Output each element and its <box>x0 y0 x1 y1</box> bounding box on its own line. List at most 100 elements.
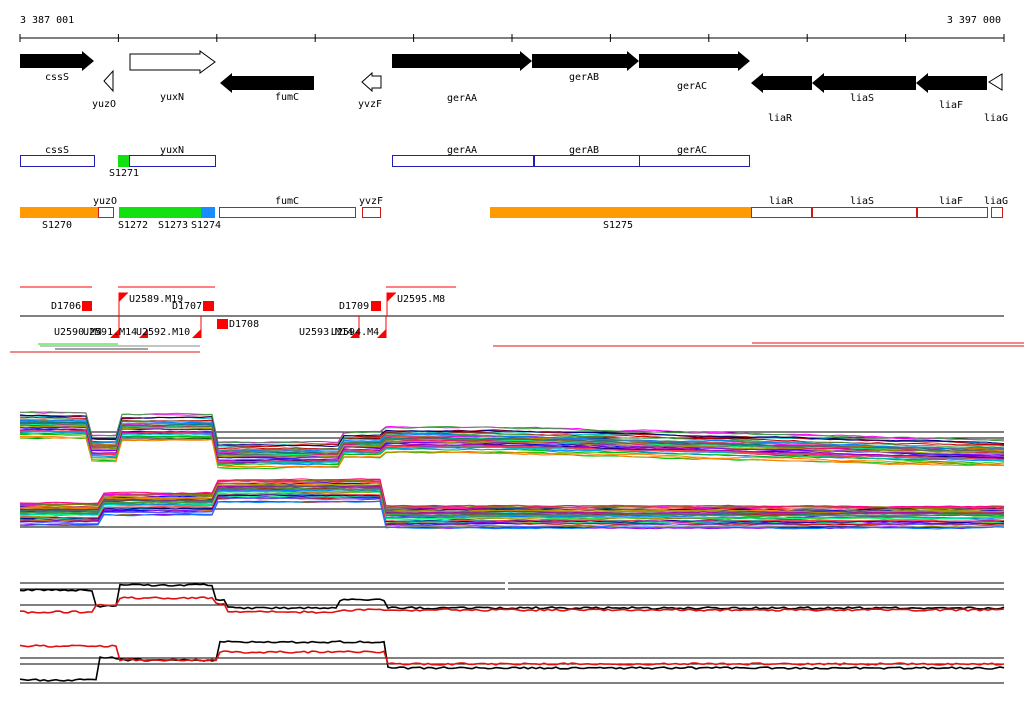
promoter-U2591[interactable] <box>110 329 119 338</box>
profile-line <box>19 425 1005 458</box>
gene-label-gerAA: gerAA <box>447 93 477 104</box>
operon-label-cssS: cssS <box>45 145 69 156</box>
ruler-end-label: 3 397 000 <box>947 15 1001 26</box>
profile-line <box>19 414 1005 448</box>
operon-label-gerAB: gerAB <box>569 145 599 156</box>
unit-label-yuzO: yuzO <box>93 196 117 207</box>
unit-S1272-S1273[interactable] <box>119 207 201 218</box>
site-D1707[interactable] <box>203 301 214 311</box>
gene-yuzO-arrow[interactable] <box>103 69 114 93</box>
reg-label-U2589: U2589.M19 <box>129 294 183 305</box>
profile-line <box>19 500 1005 530</box>
unit-S1275[interactable] <box>490 207 751 218</box>
gene-track: cssS yuzO yuxN fumC yvzF gerAA gerAB ger… <box>20 50 1008 124</box>
gene-liaR-arrow[interactable] <box>751 73 812 93</box>
summary2-profile-red <box>19 644 1005 666</box>
unit-label-S1275: S1275 <box>603 220 633 231</box>
unit-yuzO[interactable] <box>98 207 114 218</box>
profile-line <box>19 497 1005 528</box>
operon-label-gerAA: gerAA <box>447 145 477 156</box>
operon-marker-S1271[interactable] <box>118 155 130 167</box>
gene-label-yvzF: yvzF <box>358 99 382 110</box>
profile-line <box>19 422 1005 456</box>
gene-label-gerAC: gerAC <box>677 81 707 92</box>
unit-label-yvzF: yvzF <box>359 196 383 207</box>
unit-liaG[interactable] <box>991 207 1003 218</box>
reg-label-U2595: U2595.M8 <box>397 294 445 305</box>
unit-yvzF[interactable] <box>362 207 381 218</box>
profile-line <box>19 482 1005 512</box>
reg-label-D1706: D1706 <box>51 301 81 312</box>
profile-line <box>19 435 1005 469</box>
coordinate-ruler: 3 387 001 3 397 000 <box>19 15 1005 42</box>
gene-cssS-arrow[interactable] <box>20 51 94 71</box>
profile-line <box>19 436 1005 469</box>
gene-label-liaG: liaG <box>984 113 1008 124</box>
profile-line <box>19 485 1005 515</box>
promoter-U2594[interactable] <box>377 329 386 338</box>
gene-label-cssS: cssS <box>45 72 69 83</box>
operon-label-gerAC: gerAC <box>677 145 707 156</box>
promoter-U2592[interactable] <box>139 329 148 338</box>
operon-gerAC[interactable] <box>639 155 750 167</box>
unit-label-S1272: S1272 <box>118 220 148 231</box>
operon-marker-label: S1271 <box>109 168 139 179</box>
operon-track: cssS yuxN gerAA gerAB gerAC S1271 <box>20 145 750 179</box>
reg-label-U2594: U2594.M4 <box>331 327 379 338</box>
profile-line <box>19 486 1005 516</box>
gene-label-liaF: liaF <box>939 100 963 111</box>
ruler-ticks <box>19 34 1005 42</box>
operon-gerAB[interactable] <box>534 155 640 167</box>
gene-label-yuxN: yuxN <box>160 92 184 103</box>
profile-line <box>20 411 1005 445</box>
panel1-profiles <box>19 411 1005 470</box>
promoter-U2589-flag <box>119 293 128 302</box>
unit-liaS[interactable] <box>812 207 917 218</box>
operon-gerAA[interactable] <box>392 155 534 167</box>
gene-yuxN-arrow[interactable] <box>129 50 216 74</box>
gene-liaS-arrow[interactable] <box>812 73 916 93</box>
expression-panel-1 <box>19 411 1005 470</box>
unit-liaR[interactable] <box>751 207 812 218</box>
expression-panel-2 <box>19 478 1005 530</box>
gene-liaF-arrow[interactable] <box>916 73 987 93</box>
gene-gerAC-arrow[interactable] <box>639 51 750 71</box>
unit-label-S1273: S1273 <box>158 220 188 231</box>
profile-line <box>20 419 1005 452</box>
reg-label-D1709: D1709 <box>339 301 369 312</box>
operon-yuxN[interactable] <box>129 155 216 167</box>
gene-gerAB-arrow[interactable] <box>532 51 639 71</box>
gene-fumC-arrow[interactable] <box>220 73 314 93</box>
profile-line <box>19 428 1005 462</box>
unit-label-liaG: liaG <box>984 196 1008 207</box>
summary1-profile-red <box>20 596 1005 614</box>
unit-label-liaF: liaF <box>939 196 963 207</box>
reg-label-U2590: U2590.M4 <box>54 327 102 338</box>
unit-liaF[interactable] <box>917 207 988 218</box>
promoter-U2593[interactable] <box>350 329 359 338</box>
profile-line <box>20 433 1005 466</box>
unit-S1270[interactable] <box>20 207 98 218</box>
profile-line <box>19 487 1005 518</box>
unit-label-liaR: liaR <box>769 196 794 207</box>
gene-label-liaR: liaR <box>768 113 793 124</box>
gene-liaG-arrow[interactable] <box>988 73 1003 91</box>
site-D1706[interactable] <box>82 301 92 311</box>
operon-cssS[interactable] <box>20 155 95 167</box>
gene-gerAA-arrow[interactable] <box>392 51 532 71</box>
gene-label-fumC: fumC <box>275 92 299 103</box>
unit-fumC[interactable] <box>219 207 356 218</box>
profile-line <box>19 478 1005 509</box>
promoter-U2592b[interactable] <box>192 329 201 338</box>
site-D1709[interactable] <box>371 301 381 311</box>
gene-yvzF-arrow[interactable] <box>361 71 382 93</box>
unit-label-liaS: liaS <box>850 196 874 207</box>
site-D1708[interactable] <box>217 319 228 329</box>
unit-S1274[interactable] <box>201 207 215 218</box>
unit-track: yuzO fumC yvzF liaR liaS liaF liaG S1270… <box>20 196 1008 231</box>
reg-label-D1707: D1707 <box>172 301 202 312</box>
unit-label-S1270: S1270 <box>42 220 72 231</box>
summary-panel-1 <box>19 582 1005 614</box>
profile-line <box>19 497 1005 527</box>
